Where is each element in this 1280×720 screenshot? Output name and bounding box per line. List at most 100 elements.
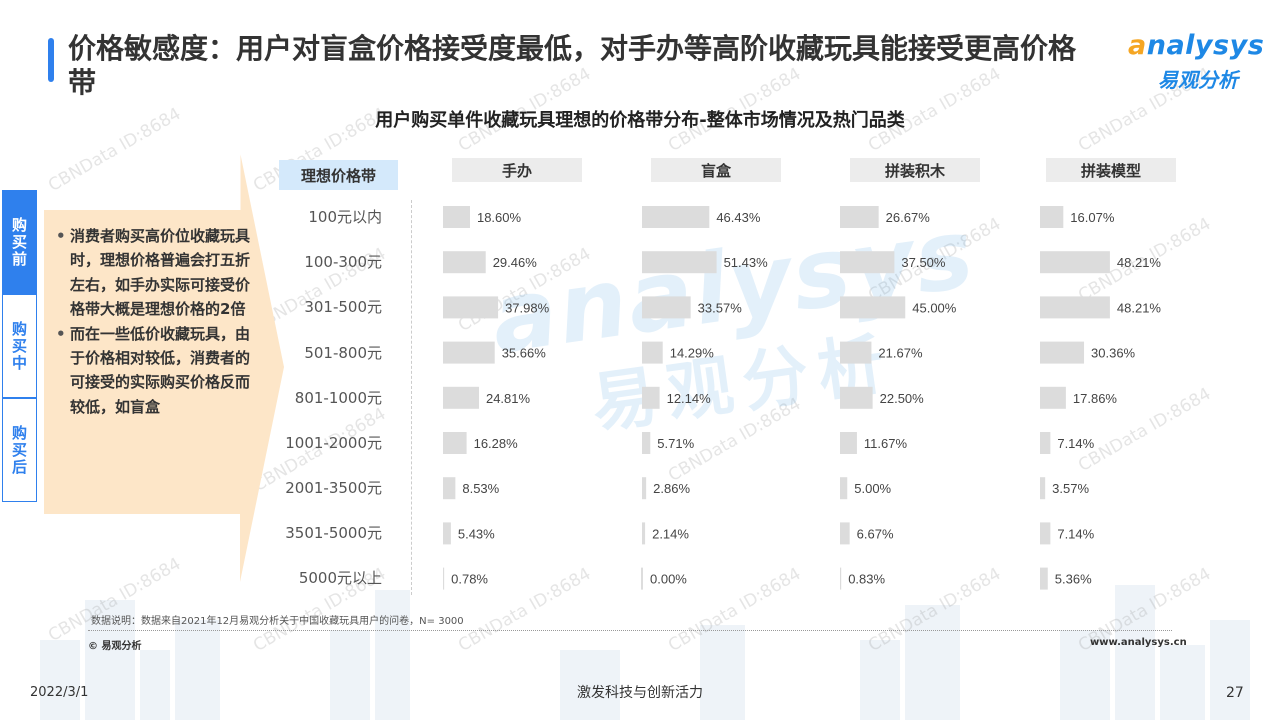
bar-building-blocks [840, 296, 906, 319]
logo-text: nalysys [1146, 30, 1265, 61]
bar-value-label: 0.00% [650, 572, 687, 587]
bar-value-label: 46.43% [716, 210, 761, 225]
bar-figures [443, 341, 495, 364]
category-header-figures: 手办 [452, 158, 582, 182]
bar-model-kits [1040, 341, 1085, 364]
bar-blind-box [642, 432, 651, 454]
bar-figures [443, 567, 445, 590]
bar-model-kits [1040, 386, 1066, 409]
bar-building-blocks [840, 567, 842, 590]
bar-blind-box [642, 251, 717, 274]
bar-value-label: 3.57% [1052, 481, 1089, 496]
bar-figures [443, 522, 451, 545]
bar-value-label: 30.36% [1091, 346, 1136, 361]
insight-bullet: 而在一些低价收藏玩具，由于价格相对较低，消费者的可接受的实际购买价格反而较低，如… [54, 322, 254, 420]
bar-value-label: 7.14% [1057, 526, 1094, 541]
insight-bullet-list: 消费者购买高价位收藏玩具时，理想价格普遍会打五折左右，如手办实际可接受价格带大概… [54, 224, 254, 419]
axis-divider [411, 200, 412, 595]
price-band-label: 2001-3500元 [285, 479, 382, 497]
purchase-stage-tabs: 购买前 购买中 购买后 [2, 190, 37, 502]
bar-blind-box [642, 477, 647, 500]
bar-figures [443, 386, 479, 409]
website-link[interactable]: www.analysys.cn [1090, 637, 1187, 648]
bar-blind-box [642, 522, 646, 545]
price-band-label: 100-300元 [304, 253, 382, 271]
bar-value-label: 17.86% [1073, 391, 1118, 406]
bar-building-blocks [840, 432, 857, 454]
bar-value-label: 8.53% [462, 481, 499, 496]
bar-value-label: 5.36% [1055, 572, 1092, 587]
price-band-label: 100元以内 [308, 208, 382, 226]
bar-value-label: 5.71% [657, 436, 694, 451]
bar-value-label: 5.43% [458, 526, 495, 541]
bar-blind-box [642, 206, 710, 228]
bar-value-label: 29.46% [493, 255, 538, 270]
stage-tab-before-purchase[interactable]: 购买前 [2, 190, 37, 294]
bar-value-label: 7.14% [1057, 436, 1094, 451]
bar-figures [443, 296, 499, 319]
price-band-label: 301-500元 [304, 298, 382, 316]
price-band-label: 5000元以上 [298, 569, 382, 587]
category-header-blind-box: 盲盒 [651, 158, 781, 182]
report-date: 2022/3/1 [30, 685, 89, 700]
bar-building-blocks [840, 251, 895, 274]
bar-building-blocks [840, 522, 850, 545]
bar-value-label: 6.67% [857, 526, 894, 541]
bar-model-kits [1040, 432, 1051, 454]
bar-value-label: 51.43% [724, 255, 769, 270]
bar-value-label: 16.28% [474, 436, 519, 451]
price-band-label: 1001-2000元 [285, 434, 382, 452]
copyright: © 易观分析 [88, 641, 142, 652]
insight-bullet: 消费者购买高价位收藏玩具时，理想价格普遍会打五折左右，如手办实际可接受价格带大概… [54, 224, 254, 322]
bar-model-kits [1040, 296, 1110, 319]
bar-value-label: 37.50% [901, 255, 946, 270]
bar-value-label: 14.29% [670, 346, 715, 361]
bar-figures [443, 477, 456, 500]
bar-value-label: 22.50% [880, 391, 925, 406]
bar-model-kits [1040, 251, 1110, 274]
price-band-header: 理想价格带 [279, 160, 398, 190]
bar-value-label: 35.66% [502, 346, 547, 361]
bar-building-blocks [840, 341, 872, 364]
chart-title: 用户购买单件收藏玩具理想的价格带分布-整体市场情况及热门品类 [375, 110, 905, 131]
bar-blind-box [642, 296, 691, 319]
bar-value-label: 45.00% [912, 300, 957, 315]
bar-value-label: 33.57% [698, 300, 743, 315]
bar-figures [443, 251, 486, 274]
bar-value-label: 2.86% [653, 481, 690, 496]
bar-value-label: 37.98% [505, 300, 550, 315]
bar-building-blocks [840, 386, 873, 409]
bar-value-label: 24.81% [486, 391, 531, 406]
bar-value-label: 2.14% [652, 526, 689, 541]
stage-tab-after-purchase[interactable]: 购买后 [2, 398, 37, 502]
page-title: 价格敏感度：用户对盲盒价格接受度最低，对手办等高阶收藏玩具能接受更高价格带 [68, 32, 1077, 99]
data-note: 数据说明：数据来自2021年12月易观分析关于中国收藏玩具用户的问卷，N= 30… [91, 616, 464, 627]
footer-divider [88, 630, 1172, 631]
bar-building-blocks [840, 477, 848, 500]
bar-model-kits [1040, 206, 1064, 228]
bar-value-label: 26.67% [886, 210, 931, 225]
bar-building-blocks [840, 206, 879, 228]
page-number: 27 [1226, 685, 1244, 701]
bar-value-label: 48.21% [1117, 255, 1162, 270]
bar-figures [443, 206, 470, 228]
bar-model-kits [1040, 567, 1048, 590]
slogan: 激发科技与创新活力 [577, 685, 703, 701]
bar-blind-box [642, 341, 663, 364]
bar-value-label: 0.78% [451, 572, 488, 587]
insight-callout: 消费者购买高价位收藏玩具时，理想价格普遍会打五折左右，如手办实际可接受价格带大概… [44, 152, 284, 582]
bar-value-label: 11.67% [864, 436, 908, 451]
category-header-model-kits: 拼装模型 [1046, 158, 1176, 182]
bar-value-label: 48.21% [1117, 300, 1162, 315]
bar-value-label: 5.00% [854, 481, 891, 496]
bar-value-label: 21.67% [878, 346, 923, 361]
price-band-label: 801-1000元 [294, 389, 382, 407]
price-band-label: 501-800元 [304, 344, 382, 362]
logo-cn-text: 易观分析 [1158, 68, 1238, 92]
logo-prefix: a [1128, 30, 1147, 61]
bar-figures [443, 432, 467, 454]
bar-value-label: 16.07% [1070, 210, 1115, 225]
bar-blind-box [642, 386, 660, 409]
bar-value-label: 12.14% [667, 391, 712, 406]
stage-tab-during-purchase[interactable]: 购买中 [2, 294, 37, 398]
